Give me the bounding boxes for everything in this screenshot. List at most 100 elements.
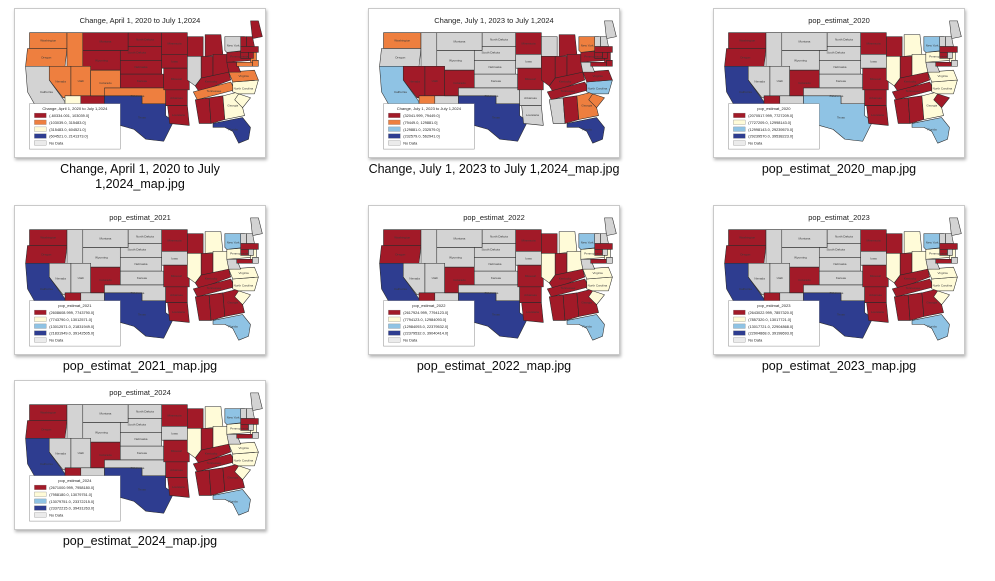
- state-ND: [481, 32, 516, 47]
- state-NE: [119, 432, 162, 447]
- state-RI: [248, 424, 254, 431]
- state-MN: [515, 32, 542, 55]
- legend-swatch-4: [34, 505, 47, 511]
- legend-label-1: (2070517.999, 7727209.0]: [748, 114, 793, 118]
- state-ME: [949, 20, 962, 39]
- legend-label-1: (32041.999, 79449.0]: [403, 114, 439, 118]
- state-MA: [594, 243, 613, 250]
- file-name-label-3[interactable]: pop_estimat_2020_map.jpg: [761, 162, 917, 176]
- state-UT: [70, 437, 91, 469]
- legend-swatch-2: [34, 491, 47, 497]
- state-LA: [866, 302, 889, 323]
- legend-swatch-1: [733, 309, 746, 315]
- state-IN: [899, 56, 913, 79]
- legend-title: Change, April 1, 2020 to July 1,2024: [42, 106, 108, 111]
- state-MD: [935, 259, 952, 264]
- map-image: pop_estimat_2022WashingtonOregonMontanaW…: [379, 213, 617, 347]
- state-MS: [548, 294, 566, 321]
- legend-label-3: (315483.0, 604521.0]: [49, 128, 85, 132]
- state-MO: [862, 264, 889, 288]
- state-CT: [939, 249, 948, 256]
- state-RI: [248, 249, 254, 256]
- state-WA: [29, 32, 68, 49]
- file-name-label-2[interactable]: Change, July 1, 2023 to July 1,2024_map.…: [368, 162, 620, 176]
- state-AR: [864, 286, 887, 303]
- map-thumbnail-1[interactable]: Change, April 1, 2020 to July 1,2024 Wash…: [14, 8, 266, 158]
- map-thumbnail-7[interactable]: pop_estimat_2024 Washington Oregon Montana W…: [14, 380, 266, 530]
- legend-swatch-4: [733, 133, 746, 139]
- state-CT: [240, 52, 249, 59]
- state-OR: [379, 48, 422, 67]
- state-ND: [127, 404, 162, 419]
- map-thumbnail-4[interactable]: pop_estimat_2021 Washington Oregon Montana W…: [14, 205, 266, 355]
- state-IN: [554, 253, 568, 276]
- state-MD: [236, 259, 253, 264]
- state-CT: [594, 249, 603, 256]
- state-SC: [234, 290, 251, 305]
- state-UT: [424, 65, 445, 97]
- state-MT: [82, 229, 129, 248]
- state-MO: [163, 439, 190, 463]
- legend-label-2: (7743790.0, 13012571.0]: [49, 318, 92, 322]
- state-VT: [240, 36, 247, 47]
- state-CT: [240, 249, 249, 256]
- state-IA: [161, 54, 188, 69]
- legend-swatch-5: [34, 140, 47, 146]
- legend-swatch-2: [733, 119, 746, 125]
- legend-swatch-1: [34, 484, 47, 490]
- legend-swatch-3: [34, 498, 47, 504]
- file-name-label-1[interactable]: Change, April 1, 2020 to July 1,2024_map…: [60, 162, 220, 191]
- state-CT: [594, 52, 603, 59]
- state-RI: [947, 52, 953, 59]
- state-KS: [818, 73, 863, 89]
- state-AL: [562, 292, 580, 321]
- map-legend: pop_estimat_2020 (2070517.999, 7727209.0]…: [728, 103, 820, 150]
- legend-label-4: (604521.0, 2141373.0]: [49, 135, 88, 139]
- state-MA: [939, 243, 958, 250]
- state-ID: [66, 32, 84, 67]
- state-VT: [939, 36, 946, 47]
- state-MD: [236, 62, 253, 67]
- file-name-label-4[interactable]: pop_estimat_2021_map.jpg: [62, 359, 218, 373]
- state-MN: [515, 229, 542, 252]
- state-ND: [826, 32, 861, 47]
- state-DE: [606, 60, 613, 67]
- state-ID: [66, 404, 84, 439]
- map-thumbnail-2[interactable]: Change, July 1, 2023 to July 1,2024 Washi…: [368, 8, 620, 158]
- state-SC: [933, 93, 950, 108]
- legend-swatch-3: [34, 323, 47, 329]
- state-LA: [521, 105, 544, 126]
- file-name-label-6[interactable]: pop_estimat_2023_map.jpg: [761, 359, 917, 373]
- legend-label-5: No Data: [748, 339, 763, 343]
- state-UT: [769, 65, 790, 97]
- state-ME: [250, 392, 263, 411]
- legend-label-3: (13017721.0, 22904868.0]: [748, 325, 793, 329]
- legend-swatch-4: [34, 133, 47, 139]
- map-legend: pop_estimat_2024 (2671000.999, 7958180.0]…: [29, 475, 121, 522]
- map-title: pop_estimat_2024: [109, 388, 171, 397]
- legend-label-2: (7794123.0, 12984093.0]: [403, 318, 446, 322]
- file-name-label-7[interactable]: pop_estimat_2024_map.jpg: [62, 534, 218, 548]
- legend-title: pop_estimat_2021: [58, 303, 92, 308]
- state-VT: [240, 408, 247, 419]
- state-NE: [818, 60, 861, 75]
- state-ND: [481, 229, 516, 244]
- map-thumbnail-6[interactable]: pop_estimat_2023 Washington Oregon Montana W…: [713, 205, 965, 355]
- map-thumbnail-3[interactable]: pop_estimat_2020 Washington Oregon Montana W…: [713, 8, 965, 158]
- map-thumbnail-5[interactable]: pop_estimat_2022 Washington Oregon Montana W…: [368, 205, 620, 355]
- state-MD: [590, 62, 607, 67]
- state-FL: [911, 314, 950, 341]
- state-ME: [250, 217, 263, 236]
- map-legend: pop_estimat_2023 (2643022.999, 7857320.0]…: [728, 300, 820, 347]
- state-FL: [212, 117, 251, 144]
- state-RI: [248, 52, 254, 59]
- state-AR: [864, 89, 887, 106]
- state-NC: [931, 276, 958, 292]
- state-MN: [161, 32, 188, 55]
- state-MT: [781, 32, 828, 51]
- state-IA: [161, 251, 188, 266]
- state-VT: [594, 233, 601, 244]
- legend-label-4: (21831949.0, 39142505.0]: [49, 332, 94, 336]
- file-name-label-5[interactable]: pop_estimat_2022_map.jpg: [416, 359, 572, 373]
- state-CT: [939, 52, 948, 59]
